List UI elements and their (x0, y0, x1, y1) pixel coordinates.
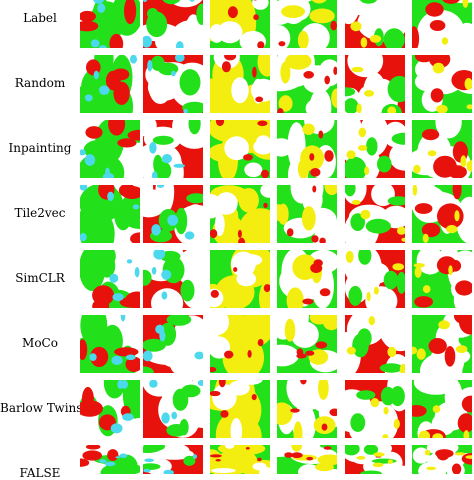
segmentation-tile (412, 185, 472, 243)
segmentation-tile (412, 380, 472, 438)
segmentation-tile (80, 380, 140, 438)
segmentation-tile (345, 315, 405, 373)
segmentation-tile (277, 315, 337, 373)
segmentation-tile (143, 380, 203, 438)
segmentation-tile (345, 250, 405, 308)
segmentation-tile (345, 55, 405, 113)
segmentation-tile (412, 0, 472, 48)
segmentation-tile (80, 120, 140, 178)
segmentation-tile (143, 185, 203, 243)
segmentation-tile (277, 120, 337, 178)
segmentation-tile (412, 55, 472, 113)
segmentation-tile (143, 445, 203, 474)
segmentation-tile (80, 315, 140, 373)
segmentation-tile (277, 250, 337, 308)
segmentation-tile (210, 55, 270, 113)
segmentation-tile (277, 55, 337, 113)
segmentation-tile (143, 120, 203, 178)
segmentation-tile (277, 445, 337, 474)
segmentation-tile (143, 315, 203, 373)
segmentation-tile (277, 380, 337, 438)
row-label-4: SimCLR (15, 271, 65, 285)
segmentation-tile (80, 185, 140, 243)
segmentation-tile (345, 0, 405, 48)
row-label-7: FALSE (19, 466, 61, 480)
segmentation-tile (210, 250, 270, 308)
segmentation-tile (345, 445, 405, 474)
segmentation-tile (80, 55, 140, 113)
segmentation-tile (80, 0, 140, 48)
row-label-5: MoCo (22, 336, 58, 350)
segmentation-tile (210, 185, 270, 243)
segmentation-tile (412, 120, 472, 178)
row-label-1: Random (14, 76, 66, 90)
row-label-2: Inpainting (8, 141, 72, 155)
segmentation-tile (210, 0, 270, 48)
segmentation-tile (210, 445, 270, 474)
segmentation-tile (80, 250, 140, 308)
segmentation-tile (412, 445, 472, 474)
segmentation-tile (80, 445, 140, 474)
segmentation-tile (210, 380, 270, 438)
segmentation-tile (277, 185, 337, 243)
row-label-6: Barlow Twins (0, 401, 83, 415)
row-label-3: Tile2vec (14, 206, 66, 220)
segmentation-tile (143, 0, 203, 48)
segmentation-tile (345, 380, 405, 438)
segmentation-tile (412, 250, 472, 308)
segmentation-tile (210, 315, 270, 373)
segmentation-tile (277, 0, 337, 48)
segmentation-tile (210, 120, 270, 178)
segmentation-tile (143, 250, 203, 308)
row-label-0: Label (23, 11, 57, 25)
segmentation-tile (345, 120, 405, 178)
segmentation-tile (345, 185, 405, 243)
segmentation-tile (143, 55, 203, 113)
segmentation-tile (412, 315, 472, 373)
